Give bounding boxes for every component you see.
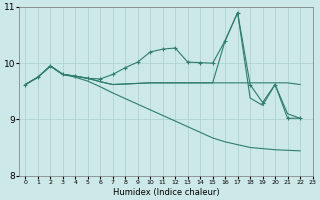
X-axis label: Humidex (Indice chaleur): Humidex (Indice chaleur) xyxy=(113,188,219,197)
